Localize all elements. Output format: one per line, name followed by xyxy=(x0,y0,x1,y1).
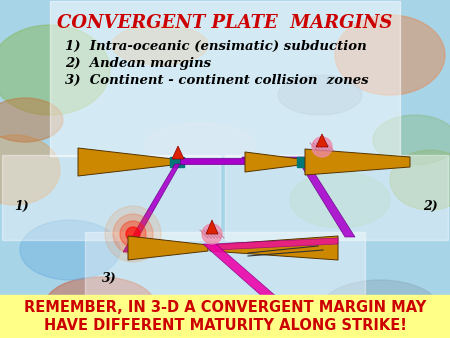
Text: 2)  Andean margins: 2) Andean margins xyxy=(65,57,211,70)
Polygon shape xyxy=(305,149,410,175)
Ellipse shape xyxy=(20,220,120,280)
Polygon shape xyxy=(242,157,355,237)
Bar xyxy=(50,1,400,156)
Polygon shape xyxy=(316,134,328,147)
Ellipse shape xyxy=(45,277,155,333)
Polygon shape xyxy=(210,236,338,260)
Polygon shape xyxy=(206,220,218,234)
Text: 2): 2) xyxy=(423,200,438,213)
Circle shape xyxy=(312,137,332,157)
Polygon shape xyxy=(78,148,173,176)
Polygon shape xyxy=(210,238,338,250)
Circle shape xyxy=(113,214,153,254)
Ellipse shape xyxy=(320,280,440,338)
Bar xyxy=(297,157,307,167)
Text: REMEMBER, IN 3-D A CONVERGENT MARGIN MAY: REMEMBER, IN 3-D A CONVERGENT MARGIN MAY xyxy=(24,300,426,315)
Text: 1)  Intra-oceanic (ensimatic) subduction: 1) Intra-oceanic (ensimatic) subduction xyxy=(65,40,367,53)
Ellipse shape xyxy=(335,15,445,95)
Ellipse shape xyxy=(390,150,450,210)
Circle shape xyxy=(202,224,222,244)
Text: HAVE DIFFERENT MATURITY ALONG STRIKE!: HAVE DIFFERENT MATURITY ALONG STRIKE! xyxy=(44,318,406,333)
Ellipse shape xyxy=(0,98,63,142)
Text: CONVERGENT PLATE  MARGINS: CONVERGENT PLATE MARGINS xyxy=(57,14,393,32)
Polygon shape xyxy=(203,244,278,298)
Ellipse shape xyxy=(112,25,208,65)
Bar xyxy=(2,155,220,240)
Circle shape xyxy=(105,206,161,262)
Polygon shape xyxy=(180,158,273,164)
Text: 3)  Continent - continent collision  zones: 3) Continent - continent collision zones xyxy=(65,74,369,87)
Ellipse shape xyxy=(290,172,390,228)
Bar xyxy=(85,232,365,300)
Polygon shape xyxy=(128,236,208,260)
Bar xyxy=(170,157,184,167)
Circle shape xyxy=(126,227,140,241)
Ellipse shape xyxy=(0,135,60,205)
Text: 3): 3) xyxy=(102,272,117,285)
Bar xyxy=(0,295,450,338)
Polygon shape xyxy=(245,152,300,172)
Ellipse shape xyxy=(0,25,110,115)
Polygon shape xyxy=(123,164,180,252)
Ellipse shape xyxy=(278,75,362,115)
Circle shape xyxy=(120,221,146,247)
Text: 1): 1) xyxy=(14,200,29,213)
Ellipse shape xyxy=(373,115,450,165)
Bar xyxy=(225,155,448,240)
Polygon shape xyxy=(172,146,184,159)
Ellipse shape xyxy=(145,123,255,167)
